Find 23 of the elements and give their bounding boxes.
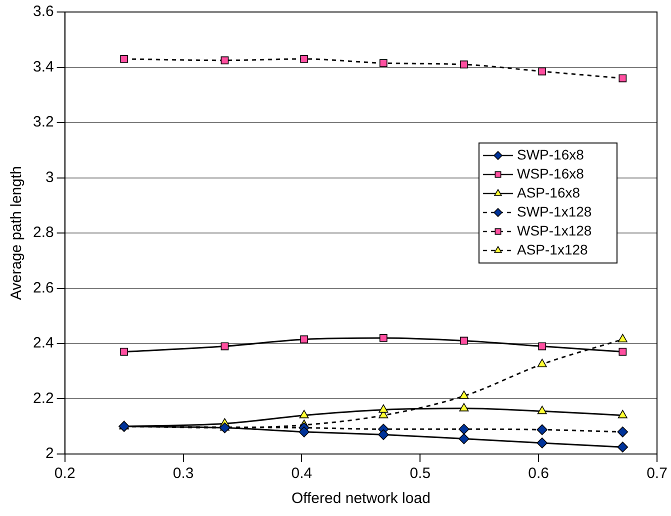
y-tick-label: 3.2: [32, 114, 54, 131]
y-tick-label: 2: [46, 445, 54, 462]
y-tick-label: 3.6: [32, 3, 54, 20]
x-tick-label: 0.3: [172, 465, 194, 482]
legend-label: WSP-1x128: [517, 222, 592, 238]
legend-label: WSP-16x8: [517, 165, 584, 182]
legend-label: ASP-1x128: [517, 241, 588, 258]
legend-label: SWP-16x8: [517, 146, 584, 162]
y-tick-label: 3: [46, 168, 54, 186]
y-tick-label: 2.2: [32, 390, 54, 407]
x-tick-label: 0.4: [291, 465, 312, 482]
legend-label: ASP-16x8: [517, 184, 580, 200]
x-tick-label: 0.5: [410, 465, 431, 482]
x-tick-label: 0.7: [646, 465, 668, 482]
y-tick-label: 2.4: [32, 334, 54, 352]
legend-label: SWP-1x128: [517, 203, 592, 220]
y-tick-label: 3.4: [32, 58, 54, 76]
y-axis-title: Average path length: [8, 166, 26, 300]
x-tick-label: 0.2: [54, 465, 76, 482]
x-tick-label: 0.6: [528, 465, 549, 482]
y-tick-label: 2.6: [32, 279, 54, 296]
x-axis-title: Offered network load: [291, 490, 430, 508]
y-tick-label: 2.8: [32, 224, 54, 242]
